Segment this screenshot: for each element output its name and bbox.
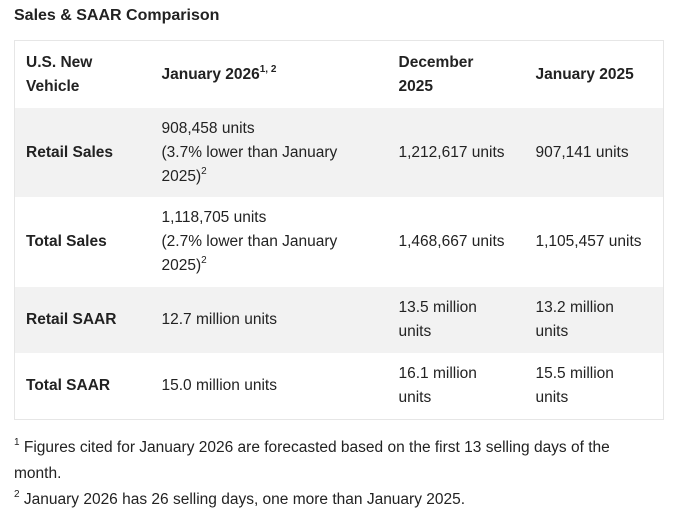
header-cell: U.S. New Vehicle [15, 41, 151, 109]
table-cell: 16.1 million units [388, 353, 525, 420]
cell-text: 907,141 units [535, 143, 629, 161]
cell-text: U.S. New Vehicle [26, 53, 93, 95]
cell-text: 13.5 million units [398, 299, 477, 340]
table-cell: 12.7 million units [151, 287, 388, 353]
cell-text: Total SAAR [26, 377, 111, 394]
header-row: U.S. New Vehicle January 20261, 2 December… [15, 41, 664, 109]
cell-note: (3.7% lower than January 2025) [161, 143, 338, 185]
footnotes: 1 Figures cited for January 2026 are for… [14, 435, 654, 513]
footnote-ref: 2 [201, 165, 207, 177]
table-cell: Retail SAAR [15, 287, 151, 353]
cell-text: 15.0 million units [161, 377, 277, 394]
footnote-text: January 2026 has 26 selling days, one mo… [23, 491, 466, 508]
table-cell: 1,468,667 units [388, 197, 525, 287]
table-cell: 1,212,617 units [388, 108, 525, 197]
cell-text: 1,212,617 units [398, 143, 505, 161]
cell-text: Retail Sales [26, 143, 114, 161]
table-cell: 13.5 million units [388, 287, 525, 353]
footnote-ref: 2 [201, 255, 207, 266]
cell-text: 1,468,667 units [398, 233, 505, 250]
footnote-marker: 2 [14, 489, 20, 500]
cell-text: January 2026 [161, 65, 260, 83]
table-cell: 13.2 million units [525, 287, 664, 353]
footnote-ref: 1, 2 [259, 63, 277, 75]
page-title: Sales & SAAR Comparison [14, 7, 220, 24]
table-cell: Total Sales [15, 197, 151, 287]
cell-text: 1,105,457 units [535, 233, 642, 250]
cell-text: 908,458 units [161, 119, 255, 137]
cell-text: December 2025 [398, 53, 474, 95]
table-cell: 907,141 units [525, 108, 664, 197]
cell-text: Total Sales [26, 233, 107, 250]
table-row: Total Sales 1,118,705 units (2.7% lower th… [15, 197, 664, 287]
footnote-marker: 1 [14, 437, 20, 448]
header-cell: January 2025 [525, 41, 664, 109]
cell-text: 13.2 million units [535, 299, 614, 340]
header-cell: January 20261, 2 [151, 41, 388, 109]
cell-text: Retail SAAR [26, 311, 117, 328]
cell-text: January 2025 [535, 65, 634, 83]
table-row: Retail Sales 908,458 units (3.7% lower tha… [14, 108, 664, 197]
table-cell: 15.5 million units [525, 353, 664, 420]
table-cell: Total SAAR [15, 353, 151, 420]
table-cell: 1,105,457 units [525, 197, 664, 287]
cell-text: 1,118,705 units [161, 209, 267, 226]
table-cell: 15.0 million units [151, 353, 388, 420]
cell-text: 16.1 million units [398, 365, 477, 406]
cell-text: 15.5 million units [535, 365, 614, 406]
cell-note: (2.7% lower than January 2025) [161, 233, 338, 274]
footnote: 1 Figures cited for January 2026 are for… [14, 435, 654, 487]
header-cell: December 2025 [388, 41, 525, 109]
cell-text: 12.7 million units [161, 311, 277, 328]
table-cell: 908,458 units (3.7% lower than January 20… [151, 108, 388, 197]
comparison-table: U.S. New Vehicle January 20261, 2 December… [14, 40, 664, 420]
table-cell: Retail Sales [15, 108, 151, 197]
table-row: Total SAAR 15.0 million units 16.1 million… [15, 353, 664, 420]
table-row: Retail SAAR 12.7 million units 13.5 millio… [14, 287, 664, 353]
footnote-text: Figures cited for January 2026 are forec… [14, 439, 610, 482]
footnote: 2 January 2026 has 26 selling days, one … [14, 487, 654, 513]
table-cell: 1,118,705 units (2.7% lower than January … [151, 197, 388, 287]
